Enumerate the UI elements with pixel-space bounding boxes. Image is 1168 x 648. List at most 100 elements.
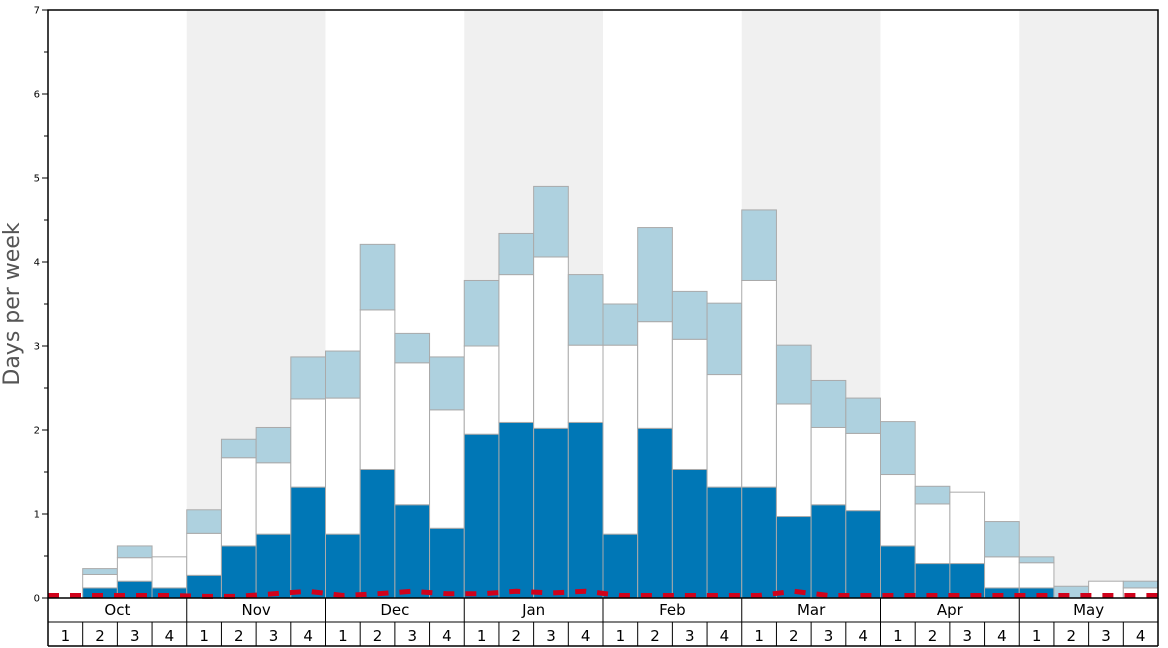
y-axis-label: Days per week [0,222,25,385]
bar-dark-7 [290,486,326,599]
bar-mid-5 [220,457,257,547]
bar-mid-24 [880,474,916,547]
bar-mid-19 [706,374,743,488]
bar-mid-6 [255,462,292,535]
bar-light-14 [533,185,569,258]
week-label-mar-2: 2 [789,627,799,645]
bar-light-27 [984,521,1020,558]
bar-light-6 [255,426,292,464]
bar-light-10 [394,332,431,364]
week-label-dec-2: 2 [373,627,383,645]
bar-dark-14 [533,427,569,599]
month-shade-may [1019,10,1158,598]
week-label-may-2: 2 [1067,627,1077,645]
week-label-dec-3: 3 [407,627,417,645]
week-label-mar-1: 1 [754,627,764,645]
bar-light-25 [914,485,951,505]
month-label-may: May [1073,601,1104,619]
week-label-nov-2: 2 [234,627,244,645]
plot-frame [47,9,1159,599]
week-label-may-1: 1 [1032,627,1042,645]
bar-dark-24 [880,545,916,599]
month-label-feb: Feb [659,601,686,619]
bar-light-17 [637,227,673,323]
ytick-label-1: 1 [34,510,40,521]
bar-dark-11 [429,527,465,599]
ytick-label-5: 5 [34,174,40,185]
ytick-label-0: 0 [34,594,40,605]
bar-mid-27 [984,556,1020,589]
bar-light-9 [359,243,396,311]
month-label-nov: Nov [241,601,270,619]
y-axis: 0 1 2 3 4 5 6 7 [34,6,48,605]
ytick-label-3: 3 [34,342,40,353]
bar-mid-8 [325,397,361,535]
bar-light-8 [325,350,361,399]
bar-light-22 [810,379,847,428]
bar-mid-15 [567,344,604,423]
bar-mid-26 [949,491,986,565]
week-label-nov-3: 3 [269,627,279,645]
bar-light-2 [116,545,153,559]
bar-light-21 [775,344,812,405]
week-label-oct-1: 1 [61,627,71,645]
bar-dark-16 [602,533,639,599]
bar-dark-22 [810,504,847,599]
bar-mid-13 [498,274,535,423]
bar-dark-6 [255,533,292,599]
bar-dark-21 [775,516,812,599]
week-label-apr-1: 1 [893,627,903,645]
week-label-jan-3: 3 [546,627,556,645]
bar-dark-13 [498,421,535,599]
bar-light-31 [1122,580,1159,589]
week-label-jan-4: 4 [581,627,591,645]
bar-mid-23 [845,432,881,512]
bar-light-24 [880,421,916,476]
month-label-oct: Oct [104,601,130,619]
bar-light-7 [290,356,326,400]
week-label-feb-2: 2 [650,627,660,645]
week-label-may-3: 3 [1101,627,1111,645]
bar-dark-5 [220,545,257,599]
bar-mid-2 [116,557,153,582]
bar-dark-10 [394,504,431,599]
bar-dark-17 [637,427,673,599]
week-label-dec-1: 1 [338,627,348,645]
bar-light-15 [567,274,604,346]
week-label-mar-3: 3 [824,627,834,645]
bar-light-1 [82,568,118,575]
bar-dark-9 [359,468,396,599]
week-label-jan-2: 2 [512,627,522,645]
week-label-nov-1: 1 [199,627,209,645]
bar-mid-9 [359,309,396,470]
week-label-dec-4: 4 [442,627,452,645]
bar-dark-19 [706,486,743,599]
ytick-label-7: 7 [34,6,40,17]
week-label-apr-3: 3 [962,627,972,645]
week-label-feb-3: 3 [685,627,695,645]
bar-light-18 [671,290,708,340]
bar-dark-20 [741,486,777,599]
bar-light-20 [741,209,777,281]
week-label-apr-2: 2 [928,627,938,645]
bar-mid-7 [290,398,326,488]
week-label-may-4: 4 [1136,627,1146,645]
bar-light-12 [463,279,500,347]
bar-light-13 [498,232,535,276]
bar-mid-17 [637,321,673,429]
x-axis: Oct 1 2 3 4 Nov 1 2 3 4 Dec 1 2 3 4 Jan 1 2 3 4 Feb 1 2 3 4 Mar 1 2… [47,598,1159,647]
bar-dark-12 [463,433,500,599]
week-label-oct-3: 3 [130,627,140,645]
bar-dark-18 [671,468,708,599]
bar-mid-16 [602,344,639,535]
bar-mid-3 [151,556,188,589]
week-label-oct-2: 2 [95,627,105,645]
bar-dark-23 [845,510,881,599]
bar-light-19 [706,302,743,376]
week-label-apr-4: 4 [997,627,1007,645]
ytick-label-4: 4 [34,258,40,269]
bar-mid-4 [186,532,222,576]
bar-mid-21 [775,403,812,518]
bar-mid-1 [82,573,118,589]
